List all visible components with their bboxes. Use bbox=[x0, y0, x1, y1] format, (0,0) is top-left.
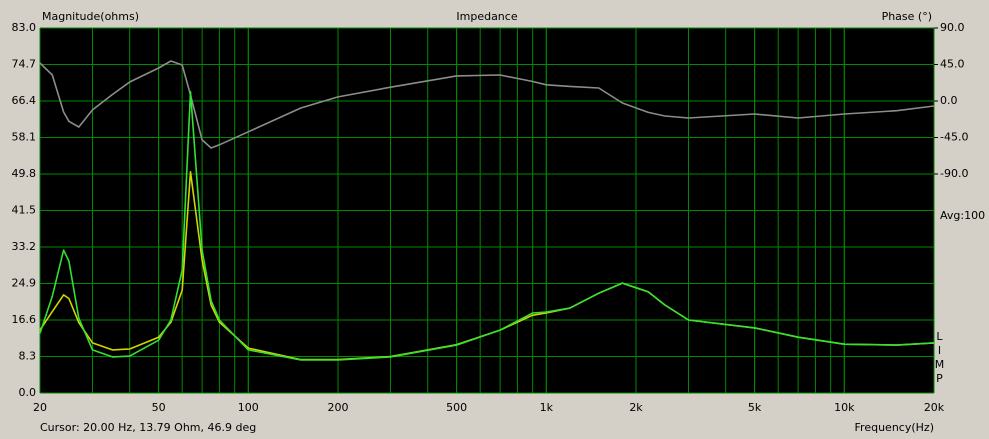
x-tick-label: 100 bbox=[238, 401, 259, 414]
y-tick-label: 49.8 bbox=[12, 167, 37, 180]
y2-tick-label: 90.0 bbox=[940, 21, 965, 34]
x-tick-label: 5k bbox=[748, 401, 762, 414]
x-tick-label: 500 bbox=[446, 401, 467, 414]
y-tick-label: 58.1 bbox=[12, 131, 37, 144]
y-tick-label: 16.6 bbox=[12, 313, 37, 326]
chart-title: Impedance bbox=[456, 10, 517, 23]
x-tick-label: 50 bbox=[152, 401, 166, 414]
x-tick-label: 10k bbox=[834, 401, 855, 414]
x-tick-label: 1k bbox=[540, 401, 554, 414]
x-tick-label: 200 bbox=[328, 401, 349, 414]
y-tick-label: 0.0 bbox=[19, 386, 37, 399]
y-tick-label: 83.0 bbox=[12, 21, 37, 34]
x-tick-label: 20 bbox=[33, 401, 47, 414]
series-line bbox=[39, 60, 935, 149]
y2-tick-label: -45.0 bbox=[940, 131, 968, 144]
y-tick-label: 66.4 bbox=[12, 94, 37, 107]
y2-tick-label: -90.0 bbox=[940, 167, 968, 180]
y2-tick-label: 45.0 bbox=[940, 58, 965, 71]
series-line bbox=[39, 91, 935, 361]
cursor-readout: Cursor: 20.00 Hz, 13.79 Ohm, 46.9 deg bbox=[40, 421, 256, 434]
y-tick-label: 74.7 bbox=[12, 58, 37, 71]
y-tick-label: 8.3 bbox=[19, 350, 37, 363]
y2-tick-label: 0.0 bbox=[940, 94, 958, 107]
x-axis-label: Frequency(Hz) bbox=[855, 421, 934, 434]
y-tick-label: 41.5 bbox=[12, 204, 37, 217]
x-tick-label: 20k bbox=[924, 401, 945, 414]
y-tick-label: 24.9 bbox=[12, 277, 37, 290]
y-tick-label: 33.2 bbox=[12, 240, 37, 253]
y-axis-label: Magnitude(ohms) bbox=[42, 10, 139, 23]
y2-axis-label: Phase (°) bbox=[882, 10, 932, 23]
side-label: LIMP bbox=[933, 330, 946, 386]
x-tick-label: 2k bbox=[629, 401, 643, 414]
side-note: Avg:100 bbox=[940, 209, 985, 222]
